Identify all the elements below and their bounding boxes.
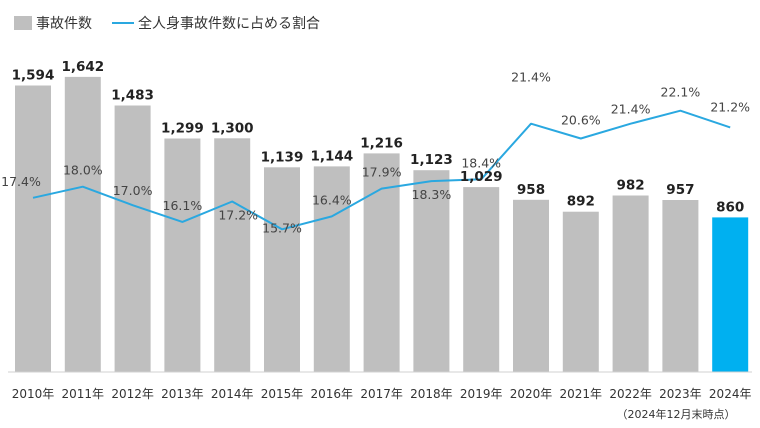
pct-label-7: 17.9%	[362, 165, 402, 180]
x-tick-3: 2013年	[161, 387, 204, 401]
bar-label-12: 982	[617, 178, 645, 194]
x-tick-1: 2011年	[62, 387, 105, 401]
pct-label-5: 15.7%	[262, 220, 302, 235]
x-tick-11: 2021年	[560, 387, 603, 401]
pct-label-11: 20.6%	[561, 113, 601, 128]
bar-3	[164, 138, 201, 372]
bar-label-13: 957	[666, 182, 694, 198]
bar-4	[214, 138, 251, 372]
bar-13	[662, 200, 699, 372]
pct-label-2: 17.0%	[113, 183, 153, 198]
x-tick-12: 2022年	[609, 387, 652, 401]
bar-label-8: 1,123	[410, 152, 453, 168]
pct-label-14: 21.2%	[710, 99, 750, 114]
bar-label-14: 860	[716, 199, 744, 215]
x-tick-10: 2020年	[510, 387, 553, 401]
bar-label-11: 892	[567, 194, 595, 210]
pct-label-4: 17.2%	[218, 208, 258, 223]
x-tick-8: 2018年	[410, 387, 453, 401]
pct-label-10: 21.4%	[511, 70, 551, 85]
x-tick-6: 2016年	[311, 387, 354, 401]
bar-7	[363, 153, 400, 372]
legend-label-line: 全人身事故件数に占める割合	[138, 15, 320, 32]
bar-label-5: 1,139	[261, 149, 304, 165]
bar-9	[463, 187, 500, 372]
x-tick-7: 2017年	[360, 387, 403, 401]
bar-10	[513, 199, 549, 372]
pct-label-6: 16.4%	[312, 192, 352, 207]
pct-label-1: 18.0%	[63, 163, 103, 178]
x-tick-13: 2023年	[659, 387, 702, 401]
legend-swatch-bar	[14, 16, 32, 30]
line-group	[32, 109, 731, 231]
x-tick-9: 2019年	[460, 387, 503, 401]
bar-8	[413, 170, 450, 372]
x-tick-4: 2014年	[211, 387, 254, 401]
legend-label-bar: 事故件数	[36, 16, 92, 32]
bar-12	[612, 195, 649, 372]
bar-label-1: 1,642	[61, 59, 104, 75]
pct-label-8: 18.3%	[412, 187, 452, 202]
bar-5	[264, 167, 300, 372]
bar-14	[712, 217, 749, 372]
bar-label-9: 1,029	[460, 169, 503, 185]
bar-label-6: 1,144	[310, 148, 353, 164]
legend: 事故件数 全人身事故件数に占める割合	[14, 15, 320, 32]
pct-label-3: 16.1%	[163, 198, 203, 213]
pct-label-9: 18.4%	[461, 155, 501, 170]
bar-label-2: 1,483	[111, 88, 154, 104]
bar-2	[114, 105, 151, 372]
pct-label-13: 22.1%	[661, 85, 701, 100]
x-tick-0: 2010年	[12, 387, 55, 401]
bar-label-0: 1,594	[12, 68, 55, 84]
pct-labels-group: 17.4% 18.0% 17.0% 16.1% 17.2% 15.7% 16.4% 17.9%…	[1, 70, 750, 236]
x-axis: 2010年 2011年 2012年 2013年 2014年 2015年 2016年 2017年…	[12, 387, 752, 401]
bar-11	[562, 211, 599, 372]
bar-labels-group: 1,594 1,642 1,483 1,299 1,300 1,139 1,144 1,216…	[12, 59, 745, 215]
x-tick-2: 2012年	[111, 387, 154, 401]
bar-label-3: 1,299	[161, 121, 204, 137]
x-tick-5: 2015年	[261, 387, 304, 401]
bar-1	[64, 76, 101, 373]
pct-label-12: 21.4%	[611, 102, 651, 117]
x-tick-14: 2024年	[709, 387, 752, 401]
note: （2024年12月末時点）	[617, 407, 736, 421]
bar-label-7: 1,216	[360, 135, 403, 151]
bars-group	[15, 76, 749, 373]
bar-label-10: 958	[517, 182, 545, 198]
bar-label-4: 1,300	[211, 120, 254, 136]
bar-0	[15, 85, 51, 372]
bar-6	[313, 166, 350, 372]
pct-label-0: 17.4%	[1, 174, 41, 189]
